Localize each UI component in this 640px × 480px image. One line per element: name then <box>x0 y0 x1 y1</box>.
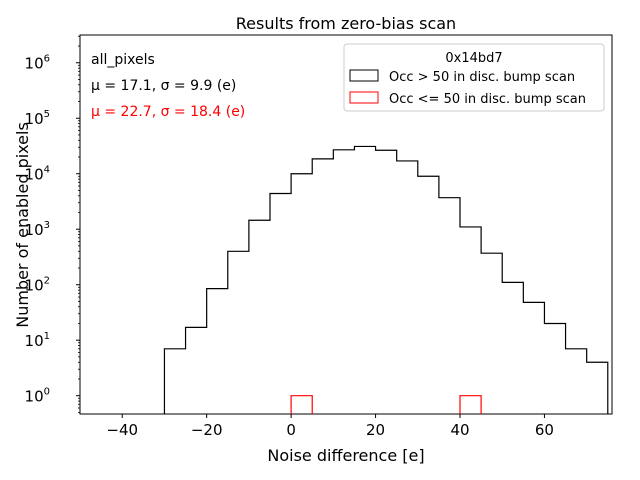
series-occ-gt-50 <box>163 145 609 414</box>
x-tick-label: 40 <box>450 421 469 439</box>
series-outline-occ-gt-50 <box>163 145 609 414</box>
x-tick-label: 20 <box>366 421 385 439</box>
legend-box <box>343 43 605 112</box>
y-tick-label: 100 <box>25 387 50 406</box>
x-tick-label: −20 <box>191 421 223 439</box>
plot-frame <box>79 34 613 415</box>
annotation-stats-red: μ = 22.7, σ = 18.4 (e) <box>91 104 245 120</box>
x-axis-ticks: −40 −20 0 20 40 60 <box>106 414 554 439</box>
chart-title: Results from zero-bias scan <box>236 14 456 33</box>
annotation-dataset-label: all_pixels <box>91 52 155 68</box>
x-tick-label: 60 <box>535 421 554 439</box>
legend-entry-black: Occ > 50 in disc. bump scan <box>389 70 575 85</box>
legend-entry-red: Occ <= 50 in disc. bump scan <box>389 92 586 107</box>
legend-title: 0x14bd7 <box>445 51 502 66</box>
y-tick-label: 101 <box>25 331 50 350</box>
bin-occ-le-50 <box>459 395 482 414</box>
legend-swatch-black <box>349 69 379 82</box>
x-axis-label: Noise difference [e] <box>267 446 424 465</box>
y-tick-label: 106 <box>25 54 50 73</box>
x-tick-label: 0 <box>286 421 296 439</box>
y-axis-label: Number of enabled pixels <box>13 122 32 328</box>
bin-occ-le-50 <box>290 395 313 414</box>
x-tick-label: −40 <box>106 421 138 439</box>
legend-swatch-red <box>349 91 379 104</box>
legend: 0x14bd7 Occ > 50 in disc. bump scan Occ … <box>343 43 605 112</box>
series-occ-le-50 <box>290 395 482 414</box>
annotation-stats-black: μ = 17.1, σ = 9.9 (e) <box>91 78 236 94</box>
